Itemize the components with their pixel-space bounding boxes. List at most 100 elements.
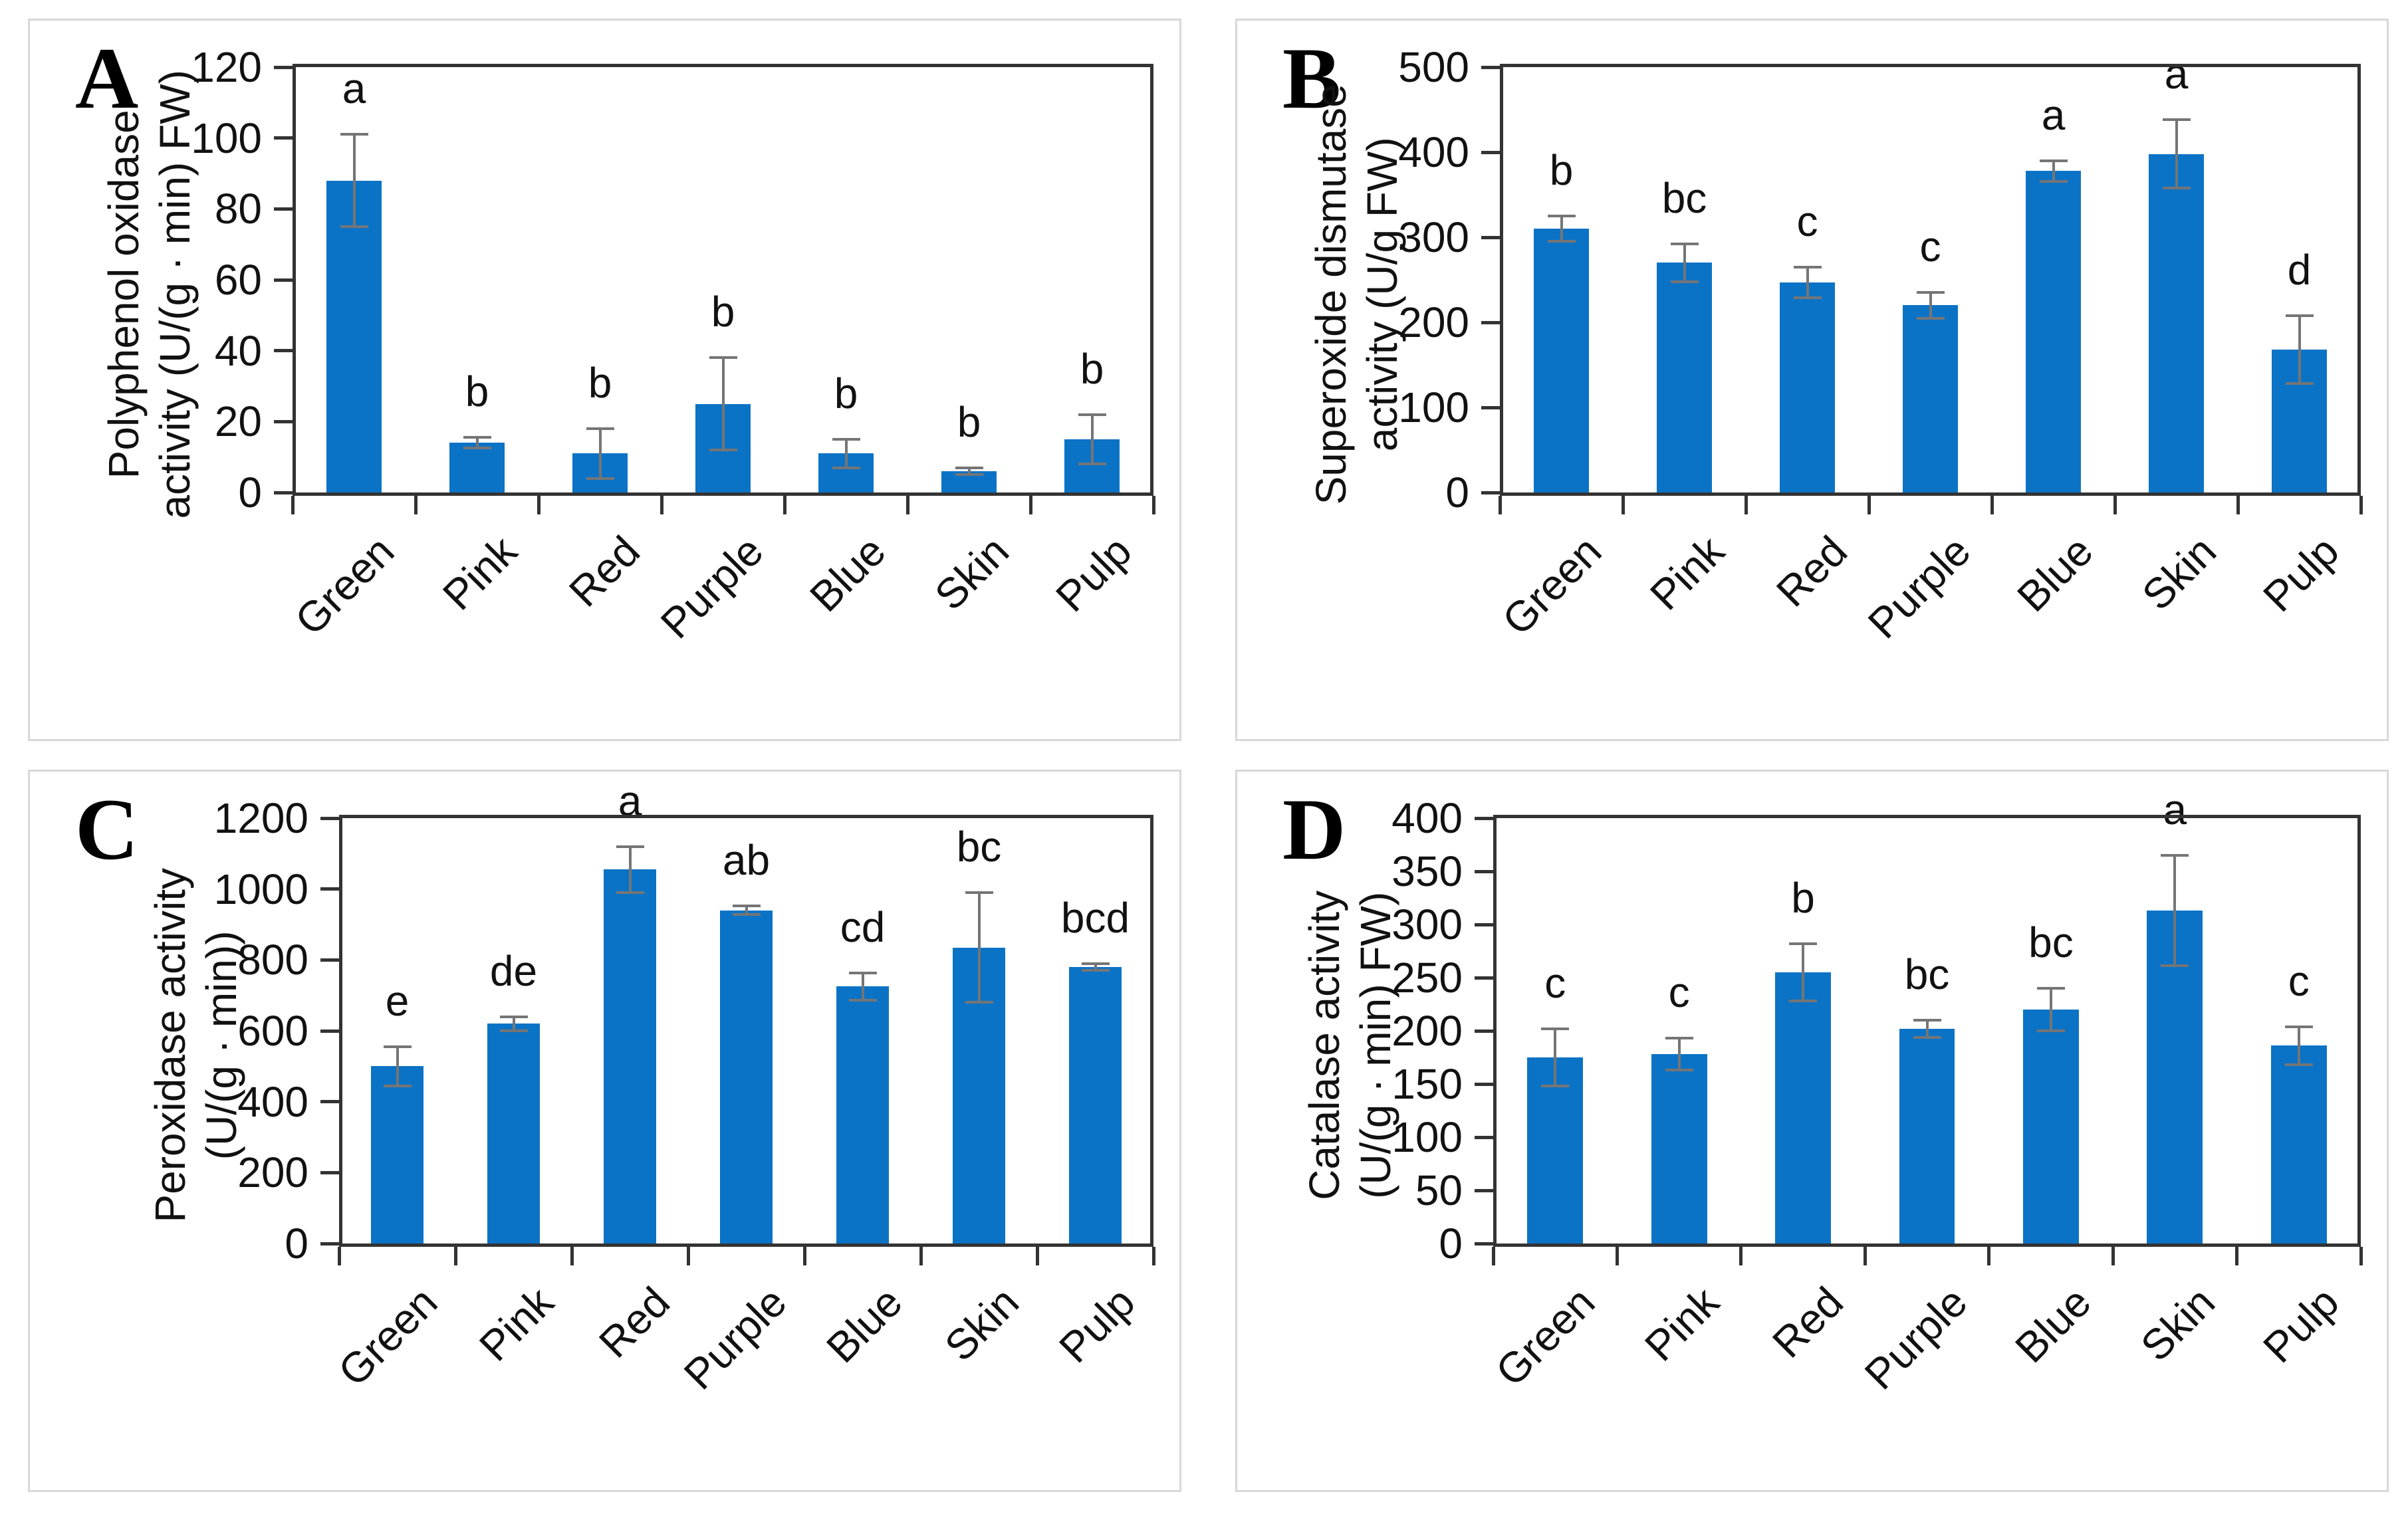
y-tick-mark bbox=[1475, 816, 1493, 820]
error-bar-cap-bottom bbox=[2039, 179, 2068, 183]
error-bar-stem bbox=[1094, 963, 1097, 971]
y-tick-mark bbox=[320, 958, 339, 962]
error-bar-cap-top bbox=[1916, 291, 1945, 294]
x-tick-label: Purple bbox=[651, 526, 773, 648]
error-bar-cap-top bbox=[499, 1015, 528, 1018]
error-bar-stem bbox=[1677, 1038, 1681, 1071]
x-tick-mark bbox=[1151, 1247, 1155, 1265]
y-tick-label: 600 bbox=[237, 1007, 308, 1055]
bar bbox=[836, 986, 889, 1244]
error-bar-cap-top bbox=[2036, 987, 2065, 990]
y-tick-mark bbox=[320, 1100, 339, 1104]
y-tick-mark bbox=[1475, 976, 1493, 980]
bar bbox=[371, 1066, 423, 1244]
error-bar-stem bbox=[2298, 315, 2301, 384]
y-tick-mark bbox=[274, 419, 293, 423]
error-bar-cap-bottom bbox=[1665, 1069, 1693, 1072]
sig-letter: b bbox=[711, 288, 735, 336]
panel-c: C Peroxidase activity (U/(g · min)) 0 200… bbox=[28, 770, 1181, 1492]
y-tick-label: 50 bbox=[1415, 1166, 1463, 1214]
y-tick-mark bbox=[1475, 1082, 1493, 1086]
error-bar-cap-bottom bbox=[848, 998, 877, 1002]
error-bar-cap-bottom bbox=[2162, 186, 2191, 189]
x-tick-mark bbox=[1990, 496, 1994, 514]
y-tick-label: 200 bbox=[1391, 1007, 1463, 1055]
panel-b: B Superoxide dismutase activity (U/g FW)… bbox=[1235, 19, 2389, 741]
error-bar-cap-bottom bbox=[709, 449, 737, 451]
x-tick-label: Green bbox=[328, 1277, 447, 1396]
bar bbox=[2148, 154, 2205, 492]
y-tick-mark bbox=[320, 887, 339, 891]
y-tick-mark bbox=[1481, 235, 1500, 239]
error-bar-stem bbox=[2049, 988, 2052, 1031]
y-tick-label: 250 bbox=[1391, 954, 1463, 1002]
error-bar-stem bbox=[861, 973, 864, 1000]
x-tick-label: Red bbox=[1762, 1277, 1852, 1367]
x-tick-label: Pulp bbox=[1046, 526, 1142, 621]
sig-letter: c bbox=[1796, 197, 1818, 245]
bar bbox=[1533, 229, 1590, 492]
bar bbox=[2270, 1045, 2327, 1244]
sig-letter: ab bbox=[722, 836, 771, 885]
error-bar-cap-top bbox=[1665, 1037, 1693, 1040]
error-bar-cap-top bbox=[955, 466, 983, 469]
bar bbox=[487, 1024, 540, 1244]
sig-letter: b bbox=[588, 359, 612, 407]
sig-letter: bc bbox=[2028, 919, 2074, 966]
y-tick-label: 350 bbox=[1391, 847, 1463, 895]
error-bar-cap-bottom bbox=[732, 913, 761, 917]
y-tick-mark bbox=[1475, 922, 1493, 926]
y-tick-mark bbox=[274, 349, 293, 353]
y-tick-mark bbox=[1475, 1029, 1493, 1033]
sig-letter: bc bbox=[956, 823, 1002, 871]
y-tick-mark bbox=[1481, 65, 1500, 69]
sig-letter: b bbox=[1080, 344, 1104, 393]
error-bar-cap-bottom bbox=[340, 225, 368, 228]
y-tick-label: 80 bbox=[214, 185, 262, 233]
x-tick-mark bbox=[414, 496, 418, 514]
y-tick-label: 800 bbox=[237, 936, 308, 984]
x-tick-label: Skin bbox=[935, 1277, 1028, 1370]
error-bar-cap-top bbox=[586, 427, 614, 430]
error-bar-cap-bottom bbox=[499, 1029, 528, 1032]
error-bar-stem bbox=[396, 1047, 399, 1086]
y-tick-mark bbox=[1481, 150, 1500, 154]
error-bar-cap-top bbox=[616, 845, 644, 848]
panel-letter-c: C bbox=[75, 780, 139, 878]
error-bar-cap-bottom bbox=[1078, 463, 1106, 466]
y-tick-label: 60 bbox=[214, 256, 262, 304]
error-bar-stem bbox=[512, 1016, 515, 1031]
error-bar-stem bbox=[977, 893, 981, 1003]
error-bar-cap-top bbox=[2039, 159, 2068, 162]
plot-area: 0 100 200 300 400 500 b Green bc Pink c Red c Purple a… bbox=[1237, 21, 2387, 739]
y-tick-mark bbox=[1481, 320, 1500, 324]
x-tick-label: Green bbox=[1493, 526, 1611, 645]
y-tick-label: 150 bbox=[1391, 1060, 1463, 1108]
x-tick-label: Purple bbox=[1855, 1277, 1977, 1399]
y-tick-label: 120 bbox=[191, 43, 262, 91]
sig-letter: b bbox=[957, 397, 981, 446]
panel-a: A Polyphenol oxidase activity (U/(g · mi… bbox=[28, 19, 1181, 741]
x-tick-mark bbox=[570, 1247, 574, 1265]
error-bar-cap-top bbox=[2162, 118, 2191, 122]
x-tick-label: Pulp bbox=[2253, 1277, 2348, 1372]
x-tick-mark bbox=[2359, 496, 2363, 514]
error-bar-stem bbox=[1560, 216, 1563, 242]
x-tick-label: Green bbox=[285, 526, 404, 645]
error-bar-cap-bottom bbox=[2285, 382, 2314, 385]
error-bar-cap-bottom bbox=[955, 473, 983, 477]
y-tick-mark bbox=[1481, 405, 1500, 409]
error-bar-cap-bottom bbox=[1793, 296, 1822, 299]
y-tick-mark bbox=[1481, 490, 1500, 494]
y-tick-label: 1000 bbox=[213, 865, 308, 913]
error-bar-stem bbox=[598, 429, 602, 479]
error-bar-cap-bottom bbox=[616, 891, 644, 894]
y-tick-mark bbox=[274, 278, 293, 282]
panel-letter-d: D bbox=[1282, 780, 1346, 878]
error-bar-cap-bottom bbox=[1916, 316, 1945, 320]
x-tick-label: Purple bbox=[674, 1277, 796, 1399]
error-bar-stem bbox=[2175, 120, 2178, 188]
error-bar-cap-top bbox=[1547, 215, 1576, 217]
error-bar-cap-bottom bbox=[2161, 964, 2189, 968]
